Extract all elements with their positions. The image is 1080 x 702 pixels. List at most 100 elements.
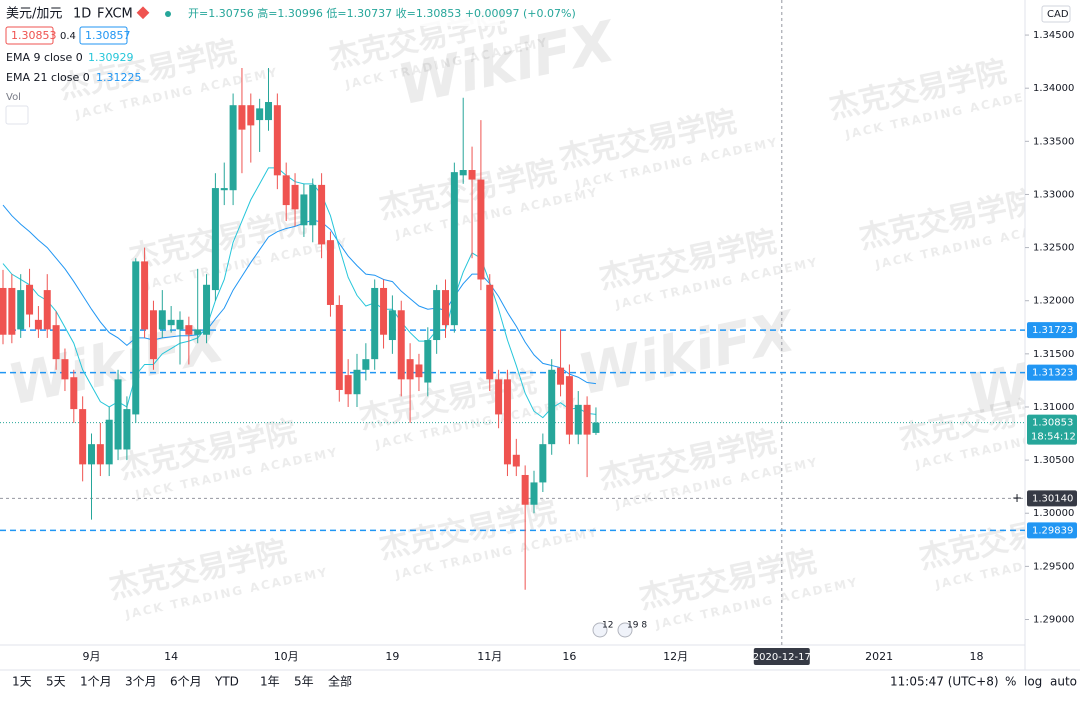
candle-body (371, 287, 379, 360)
range-button[interactable]: 1年 (260, 675, 280, 689)
candle-body (0, 287, 7, 335)
indicator-value: 1.30929 (88, 51, 134, 64)
price-line-label: 1.31723 (1032, 325, 1073, 336)
interval: 1D (73, 7, 91, 22)
candle-body (530, 482, 538, 505)
crosshair-date: 2020-12-17 (753, 652, 811, 663)
price-line-tag (1027, 322, 1077, 339)
ema-line (2, 167, 597, 419)
range-button[interactable]: 全部 (328, 674, 352, 689)
range-button[interactable]: 6个月 (170, 675, 202, 689)
range-button[interactable]: 1天 (12, 675, 32, 689)
scale-option[interactable]: auto (1050, 675, 1077, 689)
candle-body (503, 379, 511, 465)
candle-body (486, 284, 494, 380)
candle-body (477, 179, 485, 280)
volume-label: Vol (6, 92, 21, 103)
candle-body (211, 188, 219, 291)
candle-body (123, 409, 131, 450)
candle-body (256, 108, 264, 121)
candle-body (43, 290, 51, 330)
range-button[interactable]: 3个月 (125, 675, 157, 689)
ask: 1.30857 (85, 29, 131, 42)
indicator-name: EMA 21 close 0 (6, 71, 90, 84)
event-icon (617, 622, 633, 638)
crosshair-plus: + (1012, 491, 1022, 505)
symbol: 美元/加元 (6, 7, 62, 22)
y-tick-label: 1.34000 (1033, 83, 1074, 94)
candle-body (149, 310, 157, 360)
range-button[interactable]: 5年 (294, 675, 314, 689)
crosshair-price-label: 1.30140 (1032, 493, 1073, 504)
range-button[interactable]: YTD (214, 675, 239, 689)
last-price-label: 1.30853 (1032, 418, 1073, 429)
candle-body (468, 170, 476, 180)
y-tick-label: 1.31000 (1033, 402, 1074, 413)
candle-body (220, 188, 228, 191)
y-tick-label: 1.33500 (1033, 136, 1074, 147)
range-button[interactable]: 1个月 (80, 675, 112, 689)
range-button[interactable]: 5天 (46, 675, 66, 689)
y-tick-label: 1.31500 (1033, 349, 1074, 360)
candle-body (229, 105, 237, 191)
candle-body (433, 290, 441, 341)
y-tick-label: 1.32000 (1033, 296, 1074, 307)
crosshair-tag (1027, 490, 1077, 507)
price-line-label: 1.31323 (1032, 368, 1073, 379)
x-tick-label: 16 (562, 650, 576, 663)
candle-body (353, 369, 361, 395)
y-tick-label: 1.30000 (1033, 508, 1074, 519)
y-tick-label: 1.32500 (1033, 243, 1074, 254)
candle-body (61, 359, 69, 380)
candle-body (592, 422, 600, 433)
last-price-tag (1027, 414, 1077, 445)
candle-body (185, 325, 193, 335)
x-tick-label: 12月 (663, 650, 688, 663)
candle-body (557, 367, 565, 385)
candle-body (273, 105, 281, 176)
scale-option[interactable]: log (1024, 675, 1042, 689)
candle-body (548, 369, 556, 445)
candle-body (194, 329, 202, 335)
candle-body (539, 444, 547, 483)
ohlc: 开=1.30756 高=1.30996 低=1.30737 收=1.30853 … (188, 6, 576, 20)
currency: CAD (1047, 9, 1069, 20)
candle-body (167, 319, 175, 326)
candle-body (52, 325, 60, 360)
candle-body (362, 359, 370, 370)
candle-body (132, 261, 140, 415)
indicator-value: 1.31225 (96, 71, 142, 84)
candle-body (141, 261, 149, 330)
candle-body (79, 409, 87, 465)
bid-box (5, 26, 54, 45)
candle-body (442, 290, 449, 326)
candle-body (8, 287, 16, 335)
ema-line (2, 204, 597, 385)
spread: 0.4 (60, 31, 76, 42)
event-label: 19 8 (627, 621, 647, 631)
indicator-name: EMA 9 close 0 (6, 51, 83, 64)
x-tick-label: 2021 (865, 650, 893, 663)
candle-body (26, 284, 34, 315)
candle-body (176, 319, 184, 330)
currency-box (1041, 5, 1071, 23)
price-line-tag (1027, 364, 1077, 381)
candle-body (238, 105, 246, 130)
candle-body (495, 379, 503, 415)
candle-body (282, 175, 290, 206)
y-tick-label: 1.30500 (1033, 455, 1074, 466)
candle-body (565, 376, 573, 435)
scale-option[interactable]: % (1005, 675, 1016, 689)
x-tick-label: 18 (970, 650, 984, 663)
x-tick-label: 14 (164, 650, 178, 663)
candle-body (291, 184, 299, 210)
market-flag (136, 6, 150, 20)
candle-body (247, 105, 255, 126)
candle-body (88, 444, 95, 465)
candle-body (70, 377, 78, 410)
candle-body (96, 444, 104, 465)
candle-body (397, 310, 405, 380)
candle-body (583, 404, 591, 435)
